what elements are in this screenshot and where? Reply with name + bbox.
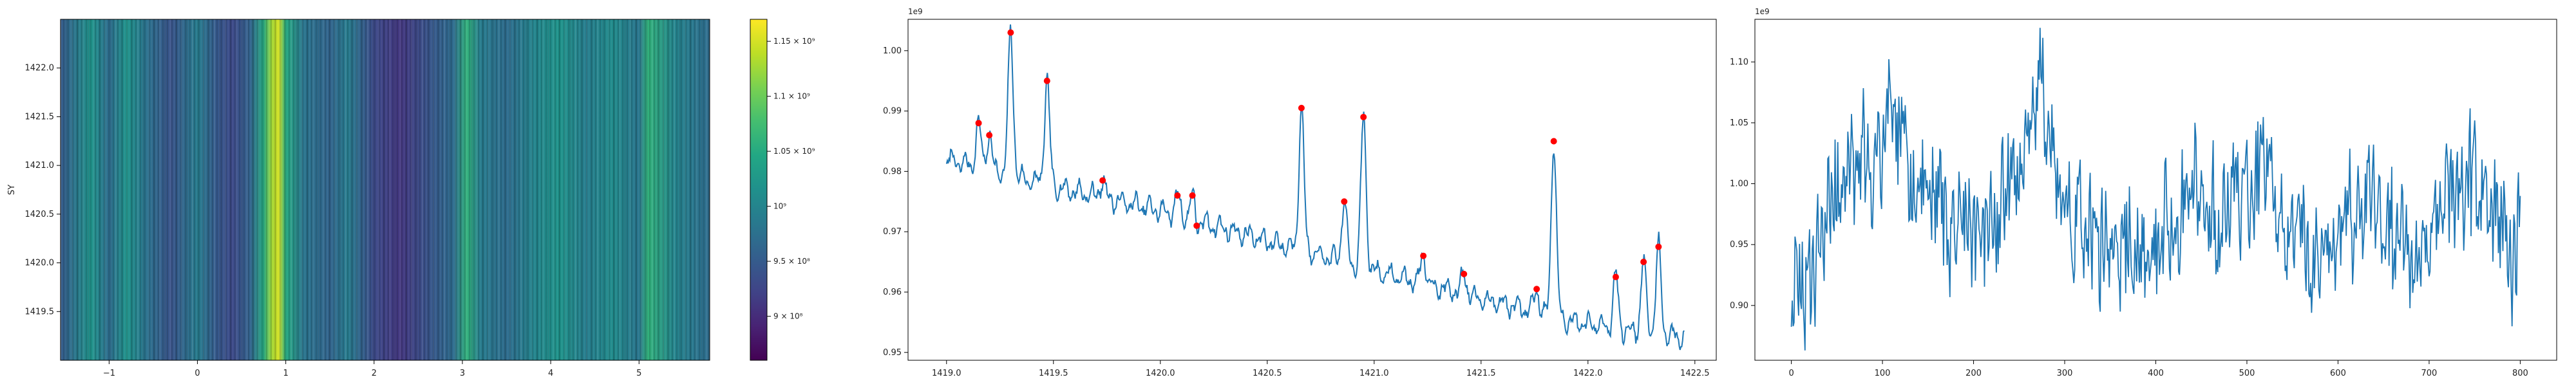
peak-marker	[1298, 104, 1305, 111]
peak-marker	[1007, 29, 1014, 36]
heatmap-panel: −1 0 1 2 3 4 5 1419.51420.01420.51421.01421.51…	[7, 19, 815, 378]
colorbar-tick-label: 1.1 × 10⁹	[773, 92, 810, 101]
colorbar-tick-label: 1.15 × 10⁹	[773, 37, 815, 46]
signal-y-axis: 0.90 0.95 1.00 1.05 1.10	[1730, 57, 1755, 311]
peaks-series-line	[945, 24, 1685, 351]
peak-marker	[1341, 198, 1348, 205]
heatmap-x-axis: −1 0 1 2 3 4 5	[103, 360, 641, 378]
peak-marker	[1189, 192, 1196, 199]
peaks-y-tick-label: 0.95	[883, 348, 902, 358]
peak-marker	[1612, 273, 1619, 280]
peaks-y-tick-label: 0.96	[883, 288, 902, 297]
heatmap-y-tick-label: 1421.0	[25, 161, 55, 170]
peaks-y-tick-label: 0.97	[883, 227, 902, 237]
peak-marker	[1360, 113, 1367, 120]
peak-marker	[1193, 222, 1200, 229]
peak-marker	[1420, 252, 1427, 259]
signal-x-tick-label: 500	[2239, 369, 2255, 378]
colorbar-tick-label: 9.5 × 10⁸	[773, 257, 810, 266]
heatmap-y-tick-label: 1419.5	[25, 307, 55, 317]
peaks-x-tick-label: 1419.0	[932, 369, 961, 378]
signal-x-tick-label: 400	[2148, 369, 2164, 378]
peaks-exponent-label: 1e9	[908, 7, 923, 16]
peak-marker	[1550, 138, 1557, 145]
signal-y-tick-label: 1.00	[1730, 179, 1748, 189]
colorbar-tick-label: 10⁹	[773, 202, 786, 211]
peaks-x-tick-label: 1421.0	[1359, 369, 1389, 378]
signal-exponent-label: 1e9	[1755, 7, 1770, 16]
peak-marker	[1655, 243, 1662, 250]
peaks-x-axis: 1419.0 1419.5 1420.0 1420.5 1421.0 1421.5 1422…	[932, 360, 1710, 378]
signal-x-tick-label: 300	[2057, 369, 2073, 378]
colorbar-tick-label: 1.05 × 10⁹	[773, 147, 815, 156]
signal-y-tick-label: 0.90	[1730, 301, 1748, 311]
peak-marker	[1099, 177, 1106, 184]
peak-marker	[1461, 270, 1468, 277]
peaks-x-tick-label: 1422.0	[1573, 369, 1603, 378]
colorbar-tick-label: 9 × 10⁸	[773, 312, 803, 321]
peaks-x-tick-label: 1420.0	[1146, 369, 1175, 378]
peaks-plot-frame	[907, 19, 1717, 361]
heatmap-x-tick-label: 2	[372, 369, 377, 378]
heatmap-x-tick-label: 0	[194, 369, 200, 378]
peak-marker	[1640, 259, 1647, 266]
peak-marker	[986, 132, 993, 139]
peaks-y-axis: 0.95 0.96 0.97 0.98 0.99 1.00	[883, 46, 908, 358]
peak-marker	[1533, 286, 1540, 293]
heatmap-y-label: SY	[7, 185, 17, 195]
peaks-x-tick-label: 1420.5	[1253, 369, 1282, 378]
colorbar	[750, 19, 768, 361]
peaks-x-tick-label: 1419.5	[1039, 369, 1068, 378]
heatmap-x-tick-label: 1	[283, 369, 289, 378]
heatmap-y-axis: 1419.5 1420.0 1420.5 1421.0 1421.5 1422.0	[25, 64, 61, 317]
peaks-x-tick-label: 1421.5	[1466, 369, 1496, 378]
peak-marker	[1174, 192, 1181, 199]
signal-panel: 1e9 0 100 200 300 400 500 600 700 800 0.90 0.95 1.…	[1730, 7, 2557, 378]
heatmap-texture-2	[61, 19, 710, 360]
peak-marker	[1043, 77, 1050, 84]
peak-marker	[975, 120, 982, 127]
heatmap-x-tick-label: 3	[460, 369, 465, 378]
peaks-panel: 1e9 1419.0 1419.5 1420.0 1420.5 1421.0 1421.5…	[883, 7, 1717, 378]
signal-x-tick-label: 100	[1875, 369, 1891, 378]
peaks-markers	[975, 29, 1662, 293]
signal-x-tick-label: 200	[1965, 369, 1982, 378]
signal-x-axis: 0 100 200 300 400 500 600 700 800	[1788, 360, 2528, 378]
heatmap-y-tick-label: 1421.5	[25, 112, 55, 122]
signal-x-tick-label: 0	[1788, 369, 1794, 378]
heatmap-x-tick-label: −1	[103, 369, 115, 378]
signal-y-tick-label: 1.05	[1730, 118, 1748, 128]
peaks-y-tick-label: 1.00	[883, 46, 902, 56]
peaks-y-tick-label: 0.99	[883, 107, 902, 116]
heatmap-y-tick-label: 1420.5	[25, 210, 55, 219]
heatmap-frame	[60, 19, 710, 361]
signal-y-tick-label: 1.10	[1730, 57, 1748, 67]
heatmap-y-tick-label: 1422.0	[25, 64, 55, 73]
heatmap-x-tick-label: 4	[548, 369, 553, 378]
heatmap-x-tick-label: 5	[636, 369, 641, 378]
signal-y-tick-label: 0.95	[1730, 240, 1748, 250]
colorbar-axis: 9 × 10⁸ 9.5 × 10⁸ 10⁹ 1.05 × 10⁹ 1.1 × 10⁹ 1.…	[767, 37, 815, 321]
peaks-x-tick-label: 1422.5	[1680, 369, 1710, 378]
signal-x-tick-label: 700	[2421, 369, 2438, 378]
signal-x-tick-label: 800	[2512, 369, 2528, 378]
signal-series-line	[1790, 28, 2521, 351]
peaks-y-tick-label: 0.98	[883, 167, 902, 176]
signal-x-tick-label: 600	[2330, 369, 2346, 378]
heatmap-y-tick-label: 1420.0	[25, 259, 55, 268]
